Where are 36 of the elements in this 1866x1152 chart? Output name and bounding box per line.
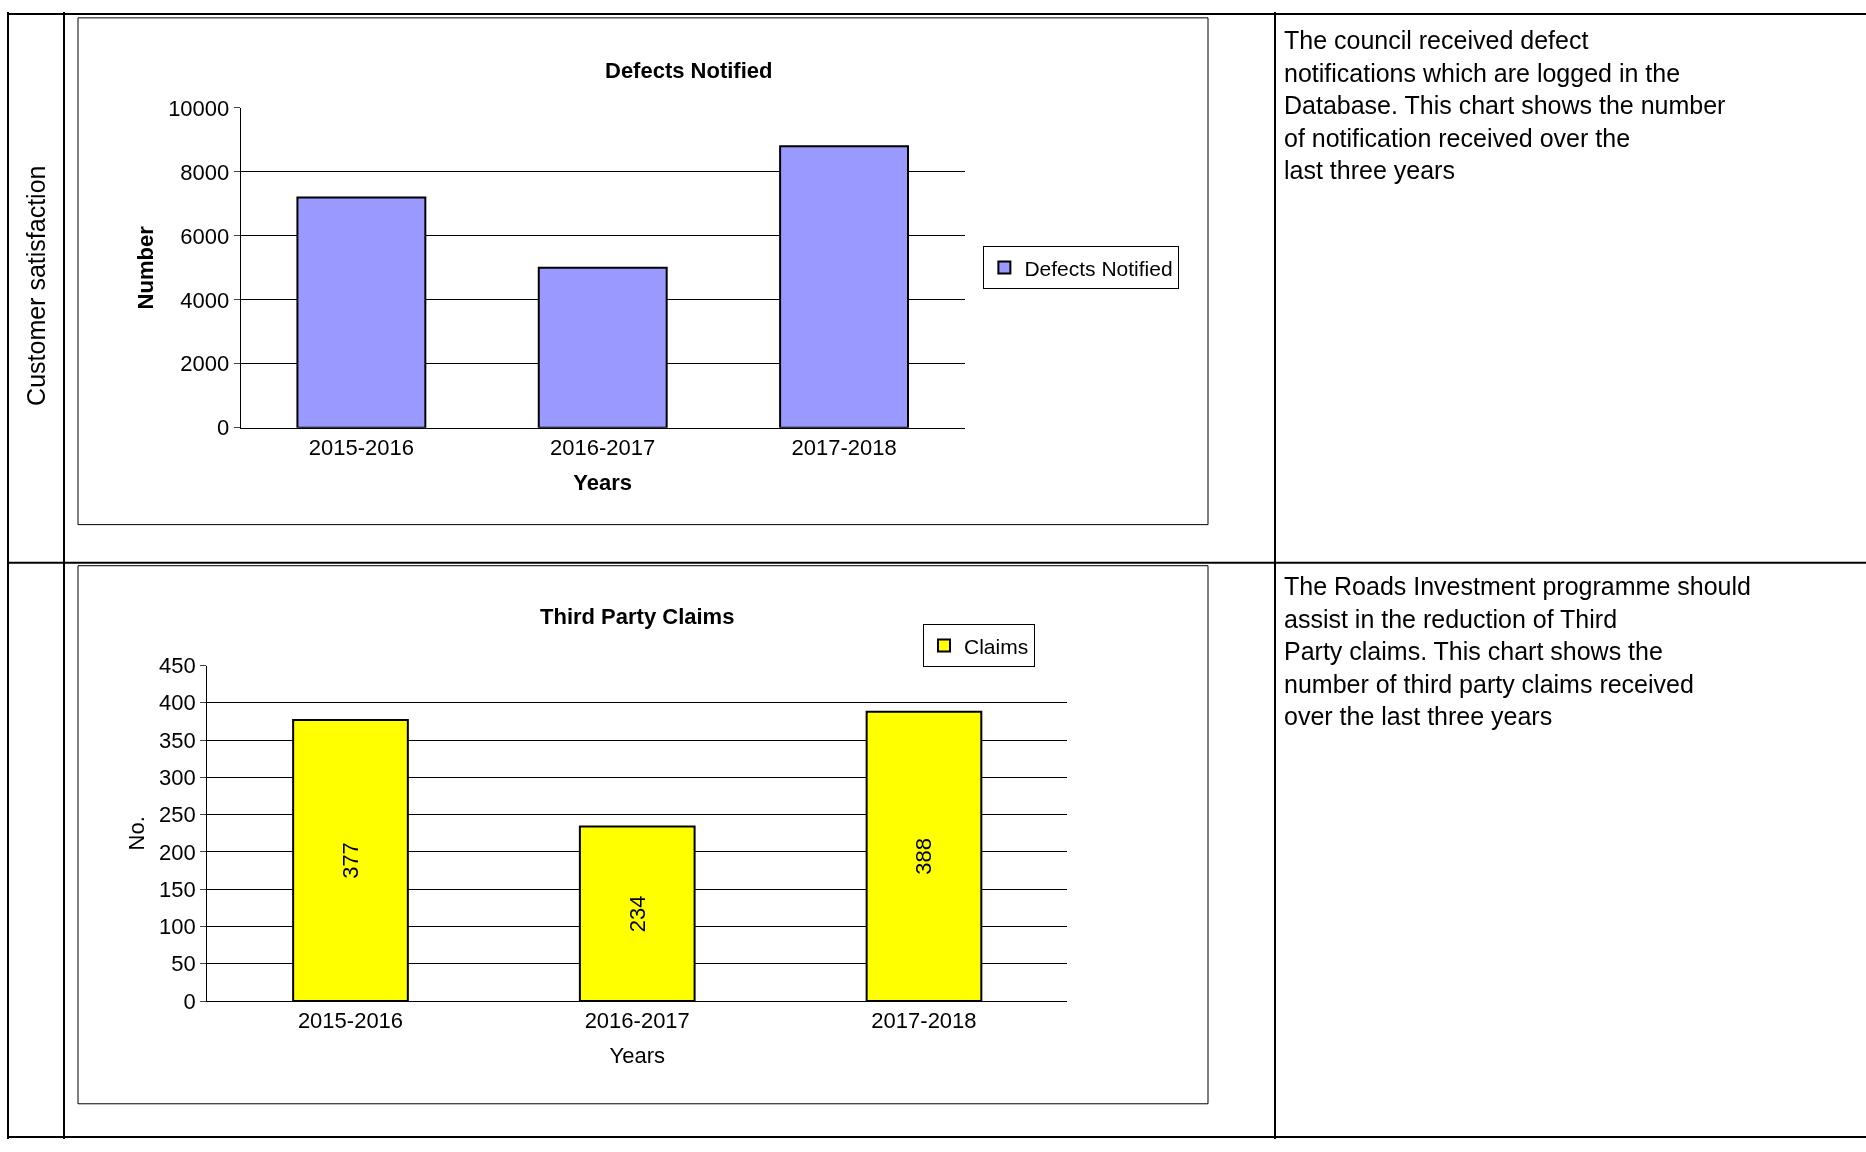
- y-tick-label: 8000: [180, 159, 230, 185]
- y-tick-label: 300: [159, 765, 196, 791]
- y-tick-label: 50: [171, 951, 196, 977]
- y-tick-label: 10000: [168, 95, 230, 121]
- x-tick-label: 2017-2018: [791, 435, 897, 461]
- x-tick-label: 2017-2018: [871, 1008, 977, 1034]
- y-tick-label: 350: [159, 727, 196, 753]
- y-tick-label: 4000: [180, 287, 230, 313]
- x-tick-label: 2015-2016: [297, 1008, 404, 1034]
- chart-title: Defects Notified: [605, 58, 773, 83]
- y-tick-label: 400: [159, 690, 196, 716]
- data-label: 388: [911, 838, 937, 875]
- y-tick-label: 450: [159, 653, 196, 679]
- text: The council received defect notifications which are logged in the Database. This chart shows the number of notification received over the last three years: [1284, 26, 1726, 184]
- text: Customer satisfaction: [22, 165, 51, 406]
- x-tick-label: 2015-2016: [308, 435, 414, 461]
- text: The Roads Investment programme should assist in the reduction of Third Party claims. This chart shows the number of third party claims received over the last three years: [1284, 572, 1751, 730]
- x-axis-title: Years: [573, 470, 633, 496]
- x-axis-title: Years: [609, 1043, 665, 1069]
- data-label: 377: [338, 842, 363, 879]
- chart-title: Third Party Claims: [540, 604, 735, 629]
- y-tick-label: 150: [159, 876, 196, 902]
- x-tick-label: 2016-2017: [584, 1008, 690, 1034]
- y-tick-label: 100: [159, 914, 196, 940]
- y-tick-label: 6000: [180, 223, 230, 249]
- y-tick-label: 2000: [180, 351, 230, 377]
- y-tick-label: 250: [159, 802, 196, 828]
- y-tick-label: 0: [217, 415, 230, 441]
- y-axis-title: Number: [132, 225, 158, 310]
- x-tick-label: 2016-2017: [550, 435, 656, 461]
- legend-label: Claims: [964, 634, 1029, 658]
- legend-label: Defects Notified: [1024, 256, 1173, 280]
- y-tick-label: 200: [159, 839, 196, 865]
- y-axis-title: No.: [123, 816, 149, 851]
- y-tick-label: 0: [183, 988, 196, 1014]
- data-label: 234: [624, 895, 650, 933]
